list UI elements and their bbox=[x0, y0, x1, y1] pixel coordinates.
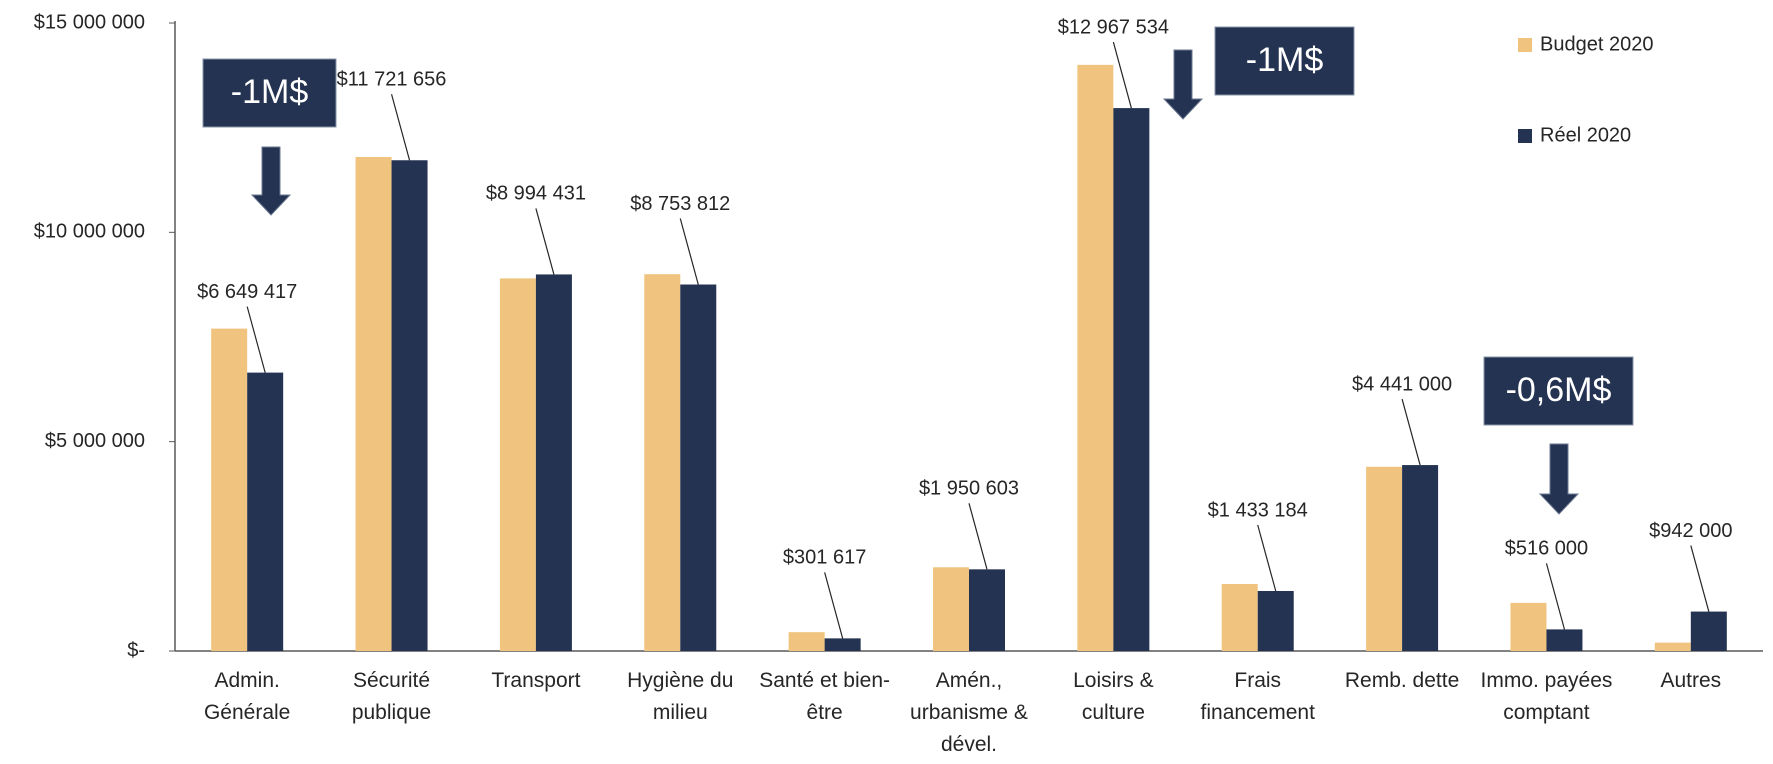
data-label: $11 721 656 bbox=[337, 69, 447, 91]
bar bbox=[969, 569, 1005, 651]
bar bbox=[1077, 64, 1114, 651]
bar bbox=[1113, 108, 1150, 651]
data-label: $1 433 184 bbox=[1208, 499, 1308, 521]
data-label: $4 441 000 bbox=[1352, 373, 1452, 395]
annotation-arrow bbox=[1162, 49, 1204, 120]
bar bbox=[1402, 465, 1439, 651]
annotation-text: -1M$ bbox=[231, 73, 309, 111]
data-label: $516 000 bbox=[1505, 538, 1588, 560]
bar bbox=[1690, 611, 1727, 651]
annotation-box bbox=[1483, 356, 1634, 426]
x-tick-label: Santé et bien-être bbox=[759, 669, 890, 724]
bar bbox=[1366, 466, 1403, 651]
legend-swatch bbox=[1518, 38, 1532, 52]
annotation-arrow bbox=[1538, 443, 1580, 515]
leader-line bbox=[968, 503, 988, 570]
annotation-box bbox=[202, 58, 337, 128]
annotation-text: -0,6M$ bbox=[1506, 371, 1612, 409]
x-tick-label: Admin. Générale bbox=[203, 669, 291, 724]
bar bbox=[1221, 584, 1258, 651]
bar bbox=[1257, 590, 1294, 651]
bar bbox=[499, 278, 536, 651]
leader-line bbox=[535, 208, 555, 275]
y-tick-label: $15 000 000 bbox=[34, 11, 145, 33]
bar bbox=[824, 638, 861, 651]
bar bbox=[355, 156, 392, 651]
legend-label: Budget 2020 bbox=[1540, 33, 1653, 55]
bar bbox=[247, 372, 284, 651]
data-label: $1 950 603 bbox=[919, 478, 1019, 500]
bar bbox=[391, 160, 428, 651]
leader-line bbox=[1112, 41, 1132, 109]
bar bbox=[788, 632, 825, 651]
annotation-arrow bbox=[250, 146, 292, 216]
data-label: $301 617 bbox=[783, 547, 866, 569]
x-tick-label: Immo. payées comptant bbox=[1480, 669, 1613, 724]
leader-line bbox=[1401, 398, 1421, 466]
bar bbox=[1510, 602, 1547, 651]
x-tick-label: Autres bbox=[1660, 669, 1722, 692]
x-tick-label: Hygiène du milieu bbox=[627, 669, 734, 724]
y-tick-label: $- bbox=[127, 639, 145, 661]
leader-line bbox=[824, 572, 844, 639]
data-label: $942 000 bbox=[1649, 520, 1732, 542]
leader-line bbox=[390, 94, 411, 161]
leader-line bbox=[1690, 545, 1710, 612]
x-tick-label: Loisirs & culture bbox=[1073, 669, 1154, 724]
bar bbox=[644, 274, 681, 651]
y-tick-label: $10 000 000 bbox=[34, 221, 145, 243]
y-tick-label: $5 000 000 bbox=[45, 430, 145, 452]
bar bbox=[535, 274, 572, 651]
annotation-text: -1M$ bbox=[1246, 41, 1324, 79]
leader-line bbox=[246, 306, 266, 373]
bar bbox=[1654, 642, 1691, 651]
data-label: $12 967 534 bbox=[1058, 16, 1169, 38]
legend-label: Réel 2020 bbox=[1540, 124, 1631, 146]
legend-swatch bbox=[1518, 129, 1532, 143]
x-tick-label: Sécurité publique bbox=[351, 669, 432, 724]
x-tick-label: Remb. dette bbox=[1344, 669, 1460, 692]
leader-line bbox=[679, 218, 699, 285]
data-label: $8 994 431 bbox=[486, 183, 586, 205]
bar bbox=[680, 284, 717, 651]
x-tick-label: Amén., urbanisme & dével. bbox=[910, 669, 1028, 756]
leader-line bbox=[1257, 524, 1277, 592]
bar bbox=[933, 567, 969, 651]
data-label: $6 649 417 bbox=[197, 281, 297, 303]
x-tick-label: Frais financement bbox=[1200, 669, 1315, 724]
data-label: $8 753 812 bbox=[630, 193, 730, 215]
annotation-box bbox=[1214, 26, 1355, 96]
x-tick-label: Transport bbox=[491, 669, 581, 692]
bar bbox=[211, 328, 248, 651]
leader-line bbox=[1545, 563, 1566, 630]
bar bbox=[1546, 629, 1583, 651]
